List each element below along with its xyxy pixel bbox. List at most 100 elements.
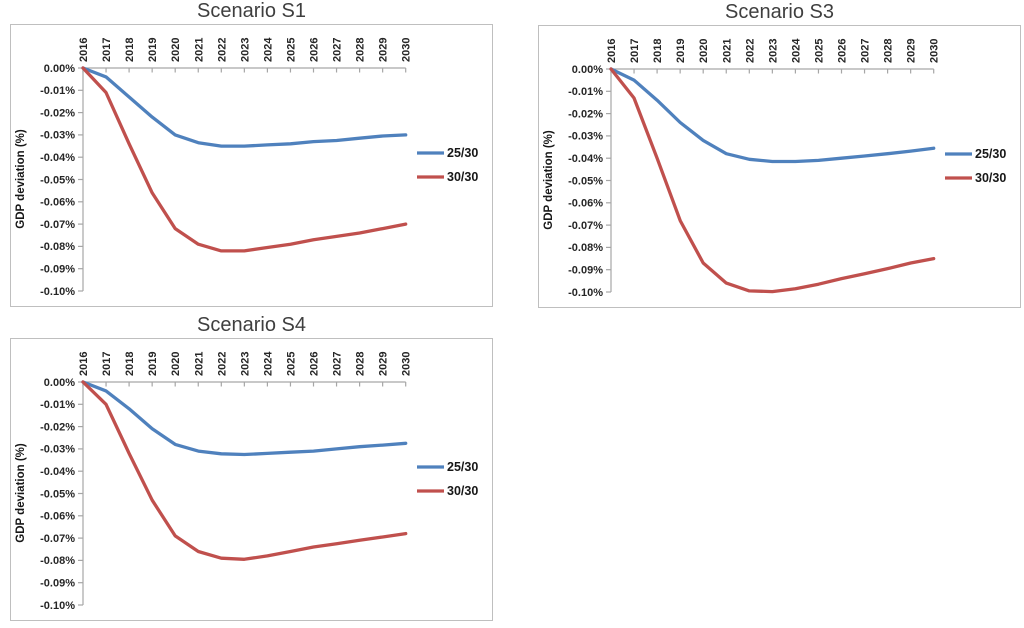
x-tick-label: 2018: [652, 39, 664, 63]
x-tick-label: 2028: [355, 352, 367, 376]
x-tick-label: 2025: [285, 352, 297, 376]
x-tick-label: 2030: [401, 352, 413, 376]
x-tick-label: 2023: [239, 38, 251, 62]
y-tick-label: -0.08%: [568, 242, 603, 254]
x-tick-label: 2027: [332, 38, 344, 62]
x-tick-label: 2023: [239, 352, 251, 376]
x-tick-label: 2025: [285, 38, 297, 62]
chart-canvas: 2016 2017 2018 2019 2020 2021 2022 2023 2024 2025…: [15, 351, 478, 612]
x-tick-label: 2023: [767, 39, 779, 63]
y-tick-label: -0.02%: [40, 421, 75, 433]
series-line-25/30: [609, 67, 936, 164]
y-tick-label: -0.03%: [40, 444, 75, 456]
y-tick-label: -0.02%: [568, 108, 603, 120]
y-tick-label: 0.00%: [44, 377, 75, 389]
chart-title: Scenario S1: [197, 0, 306, 22]
y-tick-label: -0.06%: [40, 511, 75, 523]
chart-canvas: 2016 2017 2018 2019 2020 2021 2022 2023 2024 2025…: [15, 37, 478, 298]
y-axis-title: GDP deviation (%): [15, 443, 27, 543]
x-tick-label: 2029: [378, 352, 390, 376]
y-tick-label: -0.08%: [40, 555, 75, 567]
x-tick-label: 2025: [813, 39, 825, 63]
x-tick-label: 2022: [744, 39, 756, 63]
y-tick-label: -0.03%: [568, 131, 603, 143]
x-tick-label: 2016: [78, 38, 90, 62]
x-tick-label: 2021: [721, 39, 733, 63]
y-tick-label: -0.01%: [40, 399, 75, 411]
y-tick-label: -0.09%: [568, 265, 603, 277]
y-tick-label: -0.10%: [568, 287, 603, 299]
y-tick-label: -0.04%: [568, 153, 603, 165]
series-line-25/30: [81, 380, 408, 457]
chart-title: Scenario S4: [197, 314, 306, 336]
chart-scenario-s1: Scenario S1 2016 2017 2018 2019 2020 2021 2022…: [10, 0, 493, 307]
y-tick-label: -0.06%: [568, 198, 603, 210]
x-tick-label: 2029: [378, 38, 390, 62]
series-line-30/30: [81, 380, 408, 561]
x-tick-label: 2026: [309, 38, 321, 62]
x-tick-label: 2026: [837, 39, 849, 63]
chart-plot-area: 2016 2017 2018 2019 2020 2021 2022 2023 2024 2025…: [538, 25, 1021, 308]
x-tick-label: 2016: [78, 352, 90, 376]
x-tick-label: 2016: [606, 39, 618, 63]
x-tick-label: 2019: [147, 38, 159, 62]
chart-title: Scenario S3: [725, 1, 834, 23]
x-tick-label: 2024: [262, 351, 274, 376]
y-tick-label: -0.03%: [40, 130, 75, 142]
chart-scenario-s3: Scenario S3 2016 2017 2018 2019 2020 2021 2022…: [538, 1, 1021, 308]
y-tick-label: -0.04%: [40, 466, 75, 478]
x-tick-label: 2021: [193, 352, 205, 376]
series-line-30/30: [609, 67, 936, 294]
y-tick-label: -0.05%: [568, 175, 603, 187]
y-tick-label: 0.00%: [572, 64, 603, 76]
x-tick-label: 2027: [332, 352, 344, 376]
x-tick-label: 2017: [101, 352, 113, 376]
x-tick-label: 2017: [101, 38, 113, 62]
y-tick-label: -0.10%: [40, 286, 75, 298]
legend-label: 30/30: [447, 484, 478, 498]
y-axis-title: GDP deviation (%): [15, 129, 27, 229]
y-tick-label: -0.01%: [40, 85, 75, 97]
x-tick-label: 2024: [262, 37, 274, 62]
x-tick-label: 2020: [170, 38, 182, 62]
x-tick-label: 2018: [124, 352, 136, 376]
x-tick-label: 2030: [929, 39, 941, 63]
chart-scenario-s4: Scenario S4 2016 2017 2018 2019 2020 2021 2022…: [10, 314, 493, 621]
x-tick-label: 2029: [906, 39, 918, 63]
x-tick-label: 2030: [401, 38, 413, 62]
y-tick-label: -0.07%: [40, 219, 75, 231]
y-tick-label: -0.09%: [40, 264, 75, 276]
chart-canvas: 2016 2017 2018 2019 2020 2021 2022 2023 2024 2025…: [543, 38, 1006, 299]
y-tick-label: 0.00%: [44, 63, 75, 75]
x-tick-label: 2020: [698, 39, 710, 63]
x-tick-label: 2026: [309, 352, 321, 376]
x-tick-label: 2024: [790, 38, 802, 63]
y-tick-label: -0.08%: [40, 241, 75, 253]
series-line-30/30: [81, 66, 408, 253]
x-tick-label: 2028: [355, 38, 367, 62]
legend-label: 25/30: [975, 147, 1006, 161]
x-tick-label: 2018: [124, 38, 136, 62]
y-tick-label: -0.07%: [40, 533, 75, 545]
y-tick-label: -0.05%: [40, 174, 75, 186]
x-tick-label: 2019: [147, 352, 159, 376]
y-axis-title: GDP deviation (%): [543, 130, 555, 230]
series-line-25/30: [81, 66, 408, 148]
y-tick-label: -0.06%: [40, 197, 75, 209]
y-tick-label: -0.02%: [40, 107, 75, 119]
chart-plot-area: 2016 2017 2018 2019 2020 2021 2022 2023 2024 2025…: [10, 24, 493, 307]
x-tick-label: 2028: [883, 39, 895, 63]
x-tick-label: 2019: [675, 39, 687, 63]
legend-label: 30/30: [975, 171, 1006, 185]
legend-label: 30/30: [447, 170, 478, 184]
chart-plot-area: 2016 2017 2018 2019 2020 2021 2022 2023 2024 2025…: [10, 338, 493, 621]
y-tick-label: -0.07%: [568, 220, 603, 232]
legend-label: 25/30: [447, 460, 478, 474]
x-tick-label: 2021: [193, 38, 205, 62]
legend-label: 25/30: [447, 146, 478, 160]
y-tick-label: -0.10%: [40, 600, 75, 612]
x-tick-label: 2027: [860, 39, 872, 63]
y-tick-label: -0.09%: [40, 578, 75, 590]
x-tick-label: 2020: [170, 352, 182, 376]
x-tick-label: 2022: [216, 352, 228, 376]
